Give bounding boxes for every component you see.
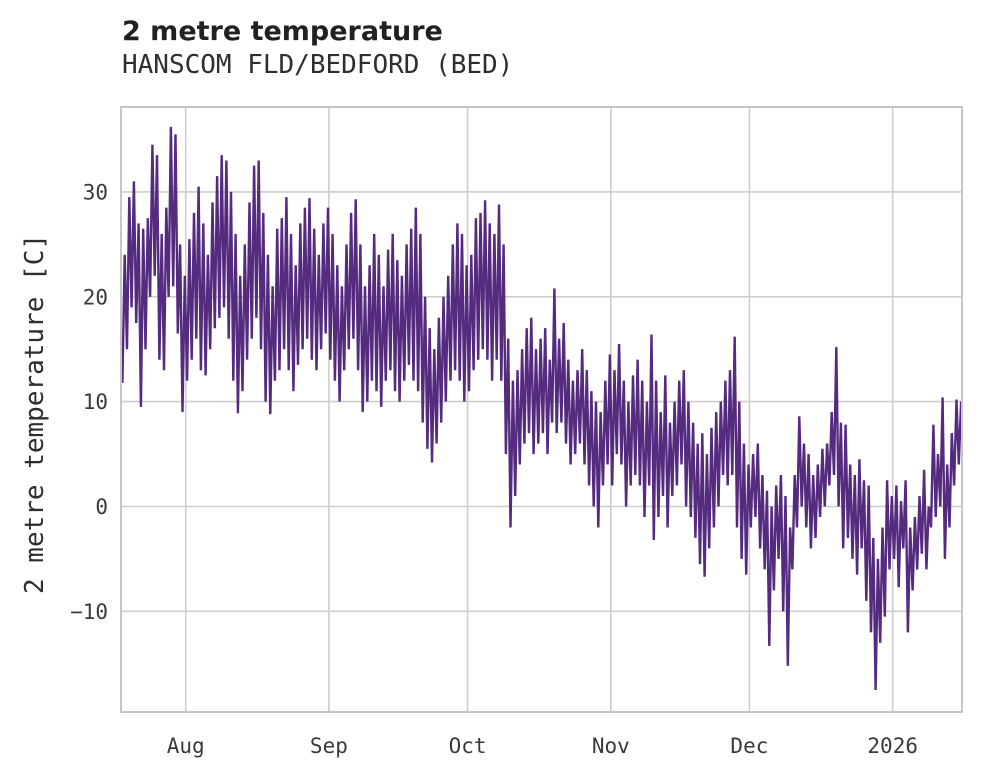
y-tick-label: 10 bbox=[83, 390, 108, 414]
y-tick-label: 0 bbox=[95, 495, 108, 519]
plot-border bbox=[120, 106, 963, 713]
temperature-series-line bbox=[121, 126, 963, 691]
x-tick-label: Oct bbox=[449, 734, 487, 758]
y-tick-label: 30 bbox=[83, 180, 108, 204]
x-tick-label: 2026 bbox=[867, 734, 918, 758]
y-tick-label: −10 bbox=[70, 600, 108, 624]
x-tick-label: Aug bbox=[167, 734, 205, 758]
y-tick-label: 20 bbox=[83, 285, 108, 309]
x-tick-label: Dec bbox=[730, 734, 768, 758]
chart-subtitle: HANSCOM FLD/BEDFORD (BED) bbox=[122, 50, 514, 80]
chart-title: 2 metre temperature bbox=[122, 16, 443, 47]
x-tick-label: Nov bbox=[592, 734, 630, 758]
x-tick-label: Sep bbox=[310, 734, 348, 758]
